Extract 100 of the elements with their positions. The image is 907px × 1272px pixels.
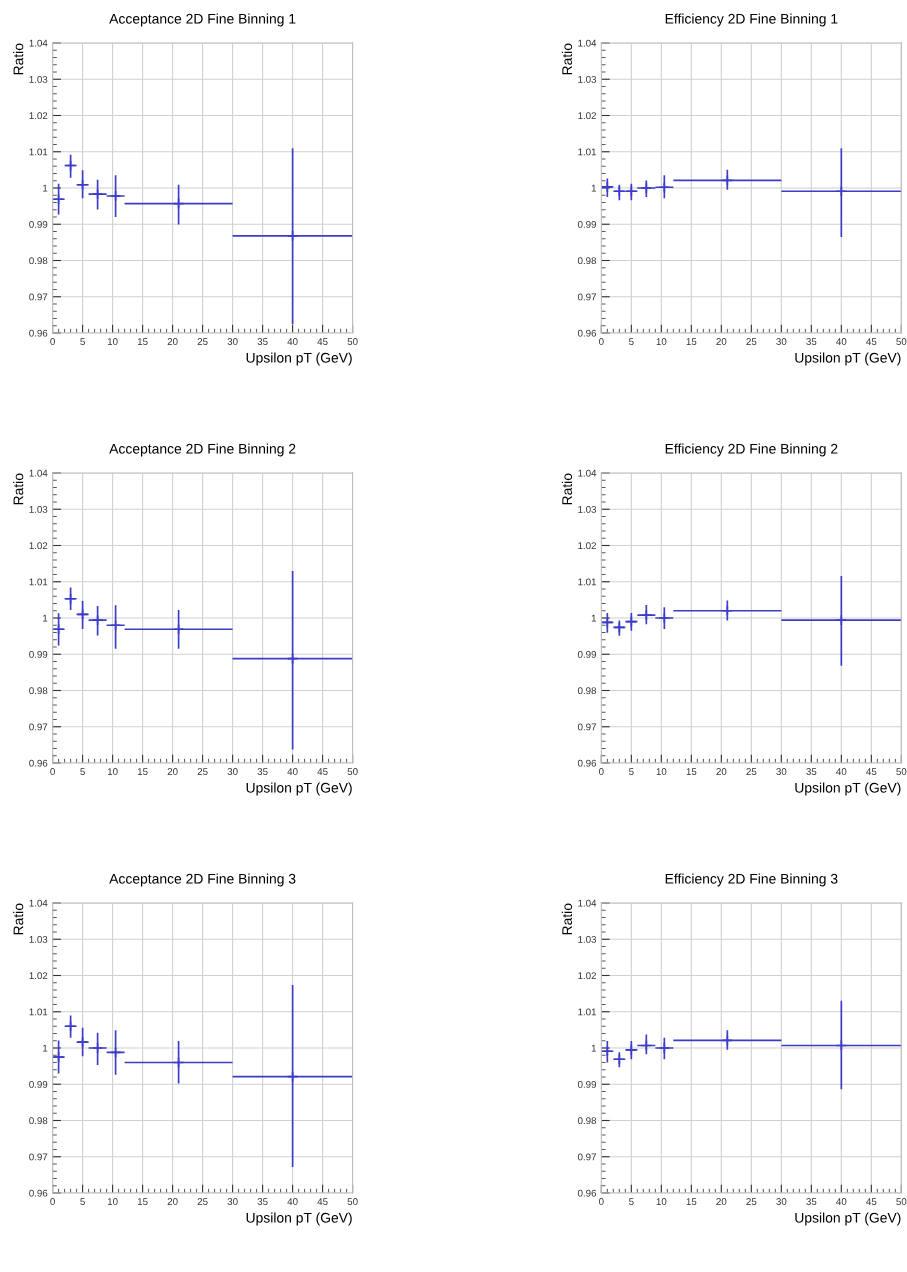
x-tick-label: 15 bbox=[137, 338, 148, 345]
x-axis-title: Upsilon pT (GeV) bbox=[246, 352, 352, 366]
x-tick-label: 15 bbox=[137, 1198, 148, 1205]
x-tick-label: 15 bbox=[686, 768, 697, 775]
y-tick-label: 1 bbox=[43, 184, 48, 192]
chart-title: Efficiency 2D Fine Binning 2 bbox=[665, 443, 838, 457]
y-tick-label: 0.99 bbox=[577, 1080, 597, 1088]
point bbox=[172, 1056, 185, 1069]
y-tick-label: 1.03 bbox=[29, 75, 48, 83]
x-tick-label: 0 bbox=[50, 1198, 55, 1205]
y-tick-label: 1.03 bbox=[29, 505, 48, 513]
point bbox=[76, 1036, 89, 1048]
x-tick-label: 10 bbox=[107, 1198, 118, 1205]
point bbox=[625, 1044, 638, 1056]
x-tick-label: 50 bbox=[896, 1198, 907, 1205]
point bbox=[109, 619, 122, 631]
y-tick-label: 1 bbox=[591, 184, 597, 192]
x-tick-label: 0 bbox=[50, 768, 55, 775]
x-tick-label: 20 bbox=[167, 1198, 178, 1205]
x-tick-label: 0 bbox=[50, 338, 55, 345]
y-tick-label: 0.99 bbox=[29, 1080, 48, 1088]
x-tick-label: 20 bbox=[167, 338, 178, 345]
y-tick-label: 1.02 bbox=[578, 542, 596, 550]
x-tick-label: 40 bbox=[287, 1198, 298, 1205]
y-tick-label: 0.97 bbox=[577, 723, 596, 731]
point bbox=[625, 615, 638, 628]
point bbox=[109, 1046, 122, 1059]
x-tick-label: 50 bbox=[347, 338, 358, 345]
x-tick-label: 10 bbox=[656, 768, 667, 775]
y-tick-label: 1.03 bbox=[29, 935, 48, 943]
y-tick-label: 0.97 bbox=[29, 293, 48, 301]
point bbox=[835, 614, 848, 626]
x-tick-label: 30 bbox=[776, 1198, 787, 1205]
y-tick-label: 0.96 bbox=[577, 759, 597, 767]
y-tick-label: 1.02 bbox=[29, 542, 48, 550]
x-tick-label: 0 bbox=[599, 1198, 604, 1205]
y-tick-label: 0.99 bbox=[29, 650, 48, 658]
y-axis-title: Ratio bbox=[13, 43, 24, 75]
x-tick-label: 40 bbox=[287, 338, 298, 345]
point bbox=[640, 1039, 653, 1052]
point bbox=[91, 1042, 104, 1054]
x-tick-label: 25 bbox=[746, 1198, 757, 1205]
x-tick-label: 0 bbox=[599, 768, 604, 775]
y-axis-title: Ratio bbox=[561, 473, 573, 505]
y-tick-label: 0.96 bbox=[577, 329, 597, 337]
x-tick-label: 30 bbox=[227, 1198, 238, 1205]
x-tick-label: 35 bbox=[257, 1198, 268, 1205]
x-tick-label: 45 bbox=[317, 338, 328, 345]
x-tick-label: 45 bbox=[317, 768, 328, 775]
chart-title: Efficiency 2D Fine Binning 3 bbox=[665, 873, 838, 887]
x-axis-title: Upsilon pT (GeV) bbox=[795, 352, 901, 366]
x-tick-label: 50 bbox=[896, 338, 907, 345]
point bbox=[64, 1020, 77, 1032]
y-tick-label: 1.01 bbox=[29, 578, 48, 586]
x-tick-label: 35 bbox=[257, 768, 268, 775]
point bbox=[91, 188, 104, 200]
x-tick-label: 35 bbox=[257, 338, 268, 345]
y-tick-label: 0.99 bbox=[577, 650, 597, 658]
x-axis-title: Upsilon pT (GeV) bbox=[795, 1212, 901, 1226]
y-tick-label: 0.98 bbox=[29, 257, 48, 265]
x-tick-label: 50 bbox=[347, 1198, 358, 1205]
point bbox=[172, 197, 185, 210]
x-tick-label: 10 bbox=[107, 338, 118, 345]
y-tick-label: 0.96 bbox=[29, 1189, 48, 1197]
point bbox=[286, 230, 299, 242]
y-tick-label: 1.04 bbox=[29, 469, 48, 477]
y-tick-label: 0.97 bbox=[29, 1153, 48, 1161]
chart-title: Acceptance 2D Fine Binning 1 bbox=[109, 13, 296, 27]
x-tick-label: 15 bbox=[137, 768, 148, 775]
x-tick-label: 40 bbox=[836, 1198, 847, 1205]
y-axis-title: Ratio bbox=[13, 473, 24, 505]
y-tick-label: 1.02 bbox=[29, 972, 48, 980]
x-tick-label: 5 bbox=[80, 338, 85, 345]
point bbox=[64, 159, 77, 172]
x-tick-label: 30 bbox=[227, 768, 238, 775]
x-tick-label: 30 bbox=[227, 338, 238, 345]
y-tick-label: 1.04 bbox=[578, 899, 597, 907]
y-axis-title: Ratio bbox=[13, 903, 24, 935]
y-tick-label: 1 bbox=[591, 1044, 597, 1052]
y-tick-label: 0.97 bbox=[577, 293, 596, 301]
x-tick-label: 10 bbox=[656, 338, 667, 345]
x-tick-label: 50 bbox=[896, 768, 907, 775]
y-tick-label: 1.01 bbox=[578, 1008, 597, 1016]
y-tick-label: 0.98 bbox=[29, 1117, 48, 1125]
point bbox=[613, 621, 626, 634]
point bbox=[613, 1053, 626, 1065]
x-tick-label: 45 bbox=[866, 1198, 877, 1205]
y-tick-label: 1.04 bbox=[29, 899, 48, 907]
y-tick-label: 1.03 bbox=[578, 935, 597, 943]
point bbox=[286, 1070, 299, 1083]
point bbox=[721, 605, 734, 617]
y-tick-label: 0.98 bbox=[577, 687, 597, 695]
x-tick-label: 40 bbox=[836, 338, 847, 345]
y-tick-label: 0.99 bbox=[29, 220, 48, 228]
x-tick-label: 5 bbox=[80, 1198, 85, 1205]
x-tick-label: 30 bbox=[776, 768, 787, 775]
y-tick-label: 0.98 bbox=[577, 257, 597, 265]
y-tick-label: 0.96 bbox=[29, 759, 48, 767]
x-tick-label: 5 bbox=[629, 768, 634, 775]
y-tick-label: 1.04 bbox=[578, 469, 597, 477]
